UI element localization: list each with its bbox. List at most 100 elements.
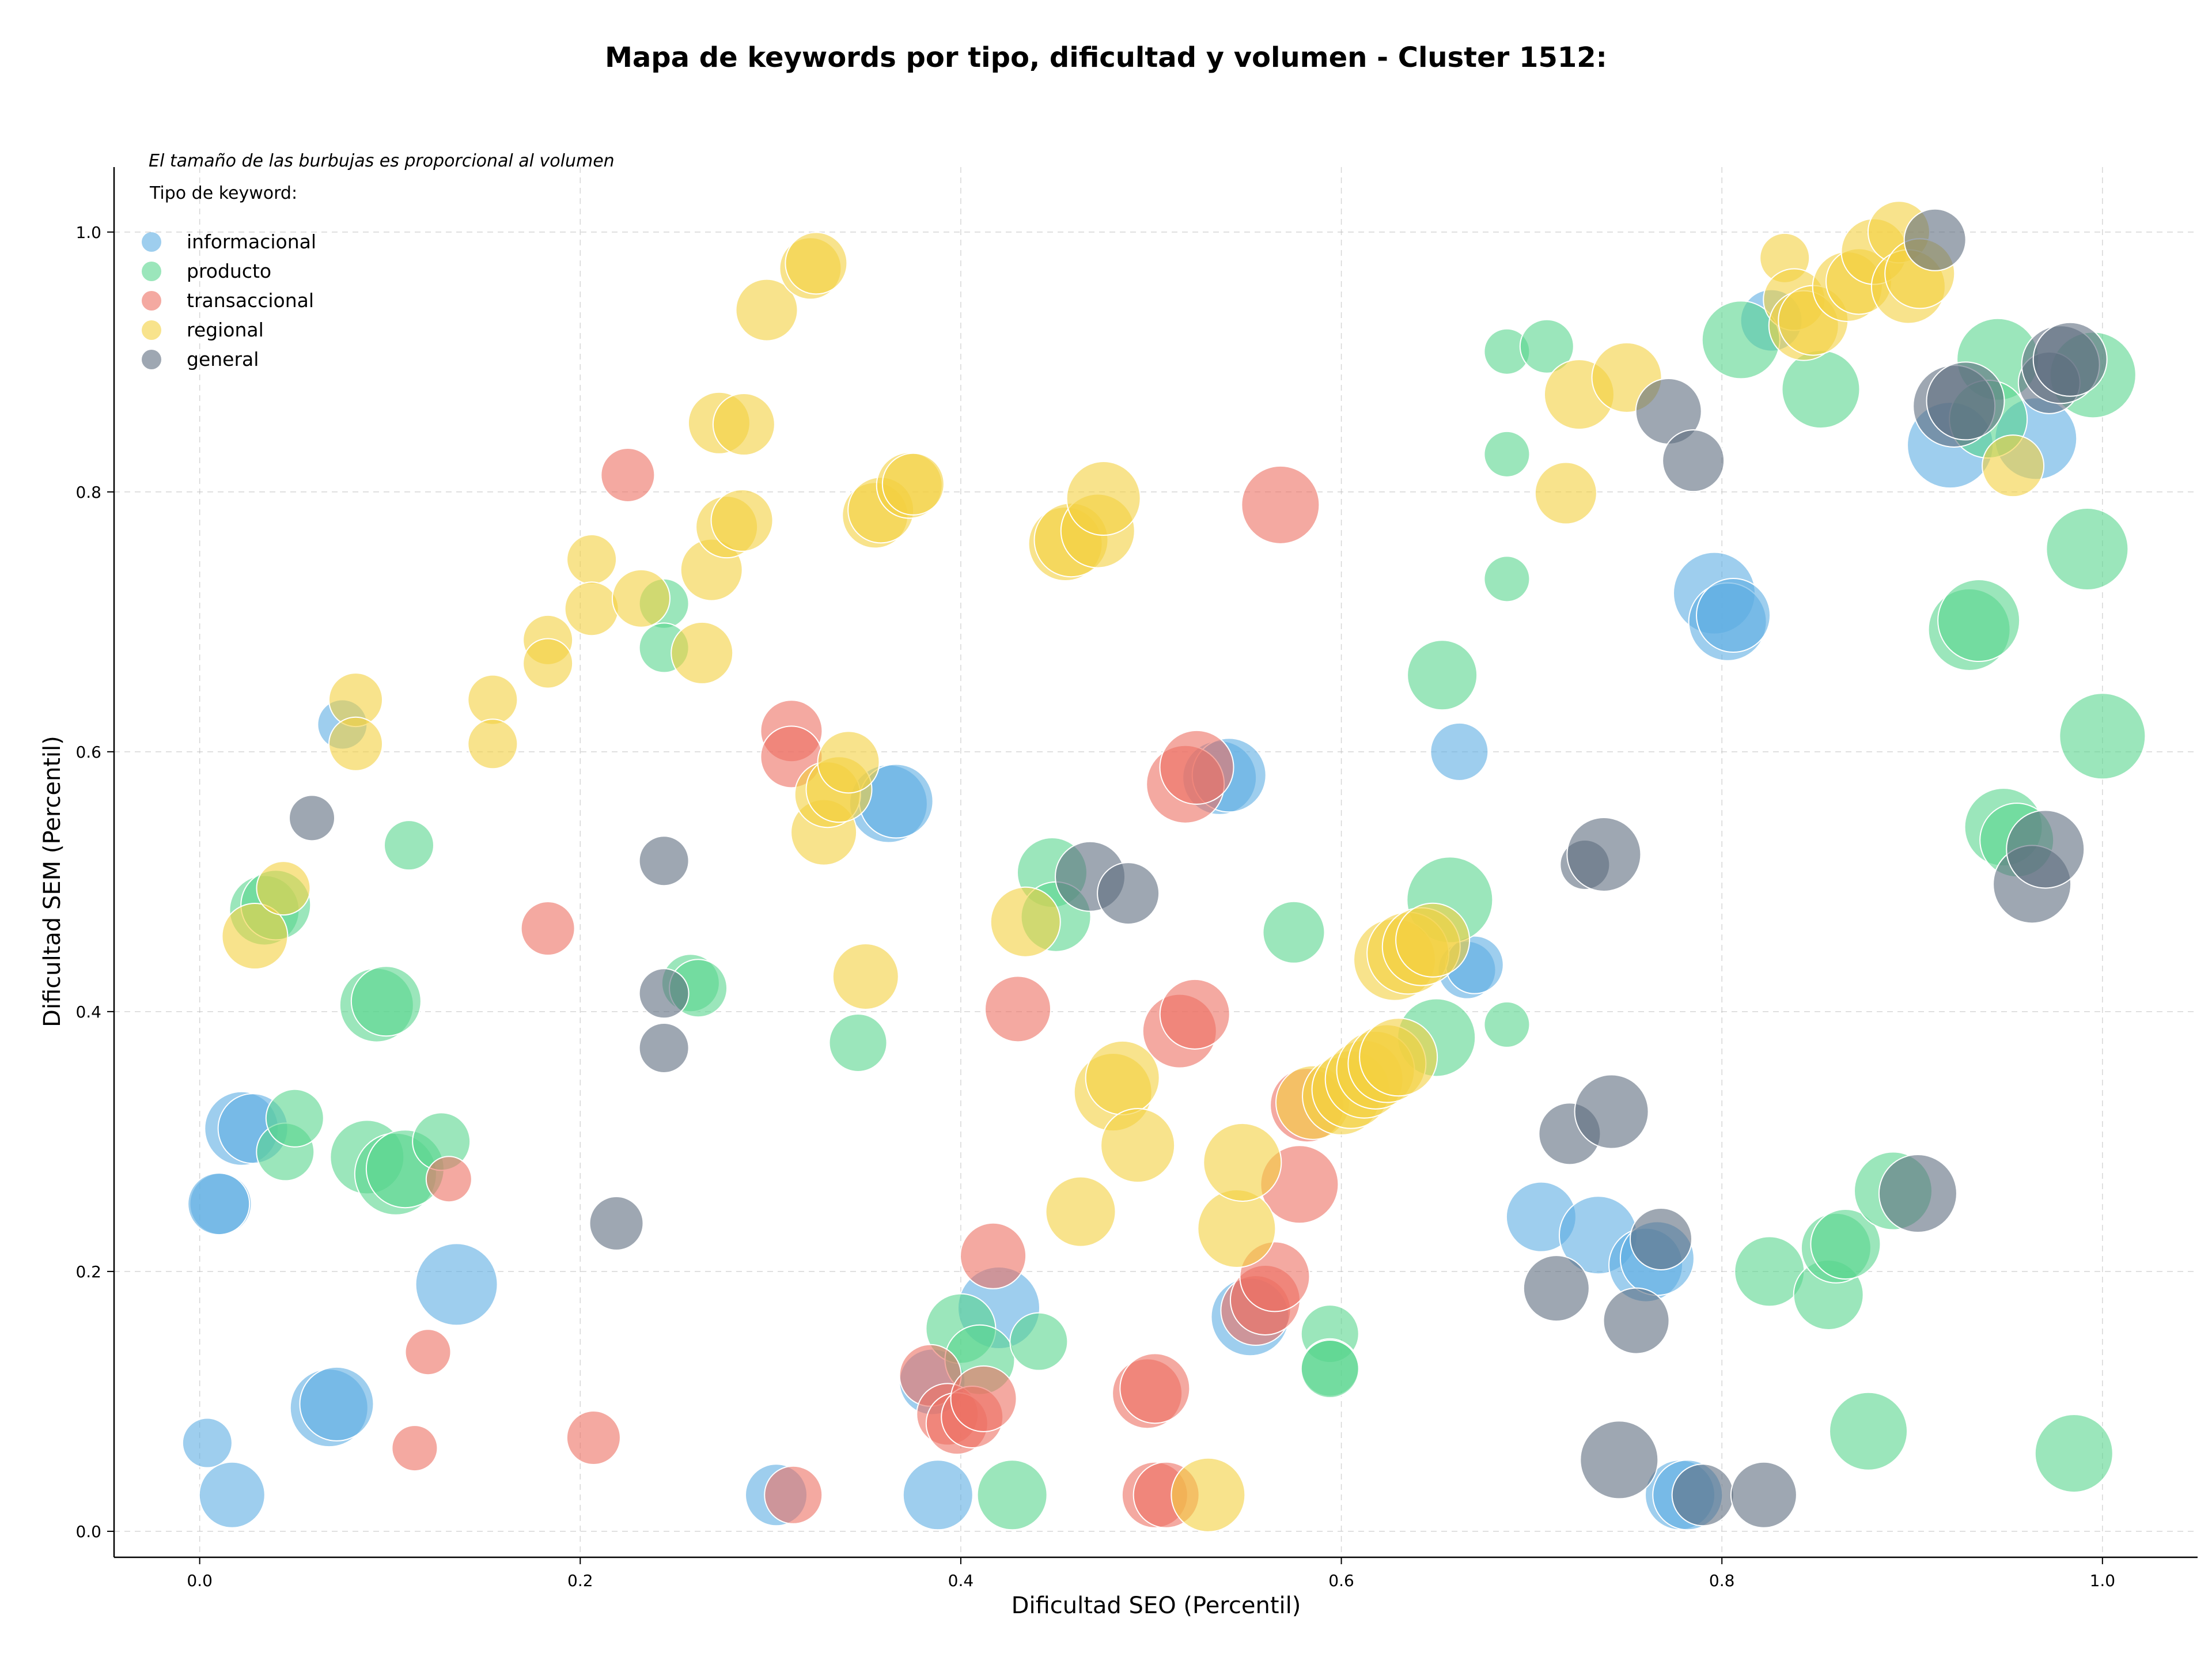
bubble-regional-7 <box>522 638 574 689</box>
y-tick-label-2: 0.4 <box>75 1002 101 1021</box>
bubble-regional-37 <box>1100 1108 1176 1183</box>
legend-marker-transaccional <box>142 291 161 311</box>
bubble-general-18 <box>1730 1461 1797 1528</box>
bubble-producto-5 <box>350 966 422 1037</box>
bubble-producto-35 <box>1781 350 1861 429</box>
bubble-producto-19 <box>1009 1312 1069 1371</box>
x-tick-label-0: 0.0 <box>187 1571 213 1590</box>
bubble-producto-31 <box>1483 430 1531 478</box>
bubble-transaccional-17 <box>1119 1353 1191 1424</box>
bubble-regional-36 <box>1085 1040 1160 1115</box>
y-tick-label-0: 0.0 <box>75 1522 101 1541</box>
y-tick-label-3: 0.6 <box>75 743 101 762</box>
bubble-producto-28 <box>1407 640 1478 711</box>
bubble-producto-3 <box>265 1088 324 1148</box>
bubble-producto-48 <box>2046 508 2129 591</box>
bubble-transaccional-2 <box>425 1156 472 1203</box>
x-tick-label-4: 0.8 <box>1709 1571 1735 1590</box>
bubble-transaccional-1 <box>404 1329 452 1376</box>
bubble-general-19 <box>1878 1154 1957 1234</box>
bubble-producto-33 <box>1519 319 1574 374</box>
bubble-informacional-1 <box>198 1461 266 1528</box>
bubble-regional-4 <box>467 674 518 725</box>
bubble-regional-23 <box>817 731 880 794</box>
x-tick-label-3: 0.6 <box>1328 1571 1354 1590</box>
legend-marker-informacional <box>142 232 161 252</box>
bubble-general-6 <box>1097 862 1160 925</box>
legend-marker-producto <box>142 262 161 281</box>
bubble-producto-18 <box>976 1459 1048 1531</box>
bubble-general-13 <box>1603 1287 1670 1354</box>
legend-marker-regional <box>142 320 161 340</box>
bubble-regional-40 <box>1203 1122 1282 1202</box>
bubble-informacional-11 <box>902 1459 974 1531</box>
bubble-regional-51 <box>1395 902 1471 978</box>
legend-label-general: general <box>187 348 259 370</box>
bubble-regional-3 <box>328 716 384 771</box>
bubble-general-3 <box>638 968 690 1019</box>
bubbles-layer <box>181 200 2146 1533</box>
bubble-general-11 <box>1574 1074 1649 1149</box>
bubble-transaccional-15 <box>984 975 1052 1043</box>
bubble-informacional-8 <box>299 1366 374 1441</box>
bubble-producto-43 <box>1937 579 2021 663</box>
bubble-regional-0 <box>221 903 289 970</box>
legend-label-producto: producto <box>187 260 271 282</box>
bubble-producto-39 <box>1810 1209 1881 1280</box>
bubble-transaccional-3 <box>520 901 575 956</box>
y-axis-label: Dificultad SEM (Percentil) <box>39 736 66 1027</box>
bubble-general-22 <box>1926 361 2005 441</box>
bubble-regional-38 <box>1171 1457 1246 1533</box>
bubble-regional-65 <box>1982 434 2045 498</box>
axes: 0.0 0.2 0.4 0.6 0.8 1.0 0.0 0.2 0.4 0.6 0.8 1.0 <box>75 167 2198 1590</box>
bubble-informacional-9 <box>415 1243 498 1326</box>
bubble-general-2 <box>638 835 690 887</box>
bubble-transaccional-5 <box>600 447 656 502</box>
bubble-regional-52 <box>1534 461 1597 525</box>
bubble-regional-19 <box>785 232 848 295</box>
bubble-producto-51 <box>2034 1414 2113 1493</box>
legend-title: Tipo de keyword: <box>149 183 297 203</box>
bubble-regional-34 <box>1066 461 1141 536</box>
bubble-producto-50 <box>2059 693 2146 780</box>
bubble-transaccional-8 <box>764 1465 823 1524</box>
bubble-informacional-0 <box>181 1417 233 1469</box>
bubble-general-24 <box>2006 809 2085 889</box>
bubble-regional-11 <box>671 621 734 684</box>
bubble-general-7 <box>1522 1255 1590 1322</box>
bubble-general-0 <box>289 794 336 842</box>
bubble-transaccional-23 <box>1159 729 1234 805</box>
chart-title: Mapa de keywords por tipo, dificultad y … <box>605 41 1607 74</box>
legend-marker-general <box>142 350 161 369</box>
bubble-general-20 <box>1903 208 1967 271</box>
legend-label-transaccional: transaccional <box>187 289 314 312</box>
bubble-informacional-19 <box>1430 722 1489 781</box>
bubble-regional-28 <box>881 452 945 516</box>
bubble-informacional-30 <box>1696 578 1771 653</box>
bubble-producto-40 <box>1829 1391 1908 1471</box>
bubble-producto-22 <box>1262 901 1325 964</box>
bubble-regional-5 <box>467 718 518 770</box>
bubble-regional-47 <box>1359 1017 1438 1097</box>
x-tick-label-1: 0.2 <box>567 1571 593 1590</box>
bubble-general-12 <box>1580 1420 1659 1500</box>
bubble-transaccional-21 <box>1159 978 1230 1050</box>
size-annotation: El tamaño de las burbujas es proporciona… <box>149 151 615 171</box>
bubble-transaccional-14 <box>960 1222 1027 1289</box>
bubble-general-1 <box>589 1195 644 1251</box>
y-tick-label-1: 0.2 <box>75 1262 101 1281</box>
bubble-general-4 <box>638 1022 690 1073</box>
bubble-general-10 <box>1566 816 1642 892</box>
bubble-regional-8 <box>566 534 618 585</box>
bubble-regional-15 <box>710 489 774 552</box>
y-tick-label-4: 0.8 <box>75 483 101 502</box>
bubble-regional-17 <box>735 278 798 342</box>
bubble-transaccional-4 <box>566 1410 621 1466</box>
bubble-transaccional-27 <box>1241 465 1320 544</box>
bubble-producto-15 <box>828 1013 888 1072</box>
bubble-producto-9 <box>383 820 434 871</box>
bubble-regional-10 <box>611 569 671 628</box>
bubble-regional-32 <box>1045 1176 1116 1247</box>
y-tick-label-5: 1.0 <box>75 223 101 242</box>
x-axis-label: Dificultad SEO (Percentil) <box>1012 1592 1301 1619</box>
